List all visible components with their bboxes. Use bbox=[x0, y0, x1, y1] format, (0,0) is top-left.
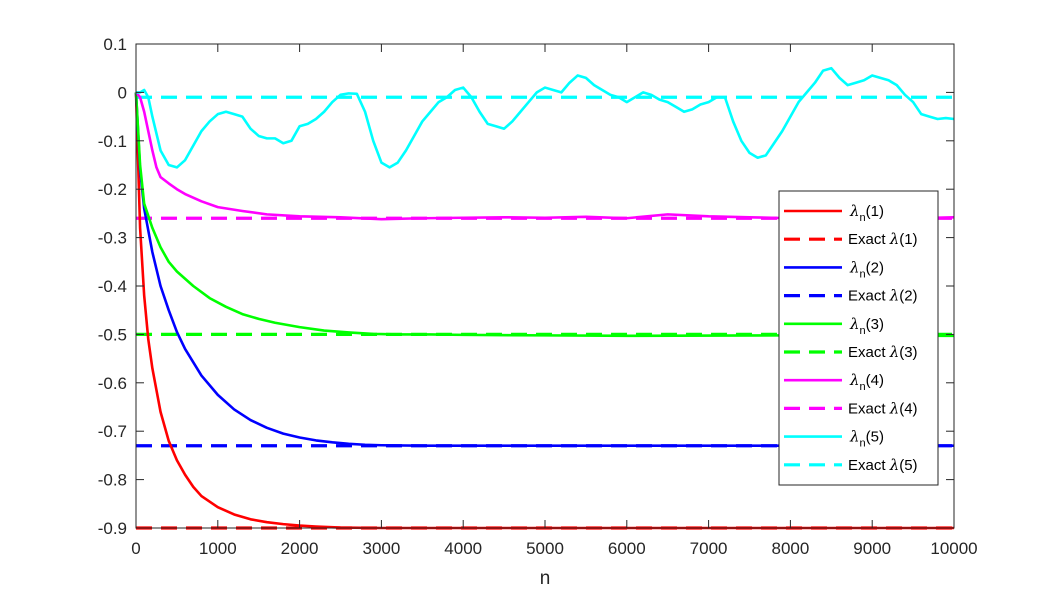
legend: λn(1) Exact λ(1) λn(2) Exact λ(2) λn(3) Exact… bbox=[778, 190, 939, 486]
series-layer bbox=[134, 66, 955, 530]
legend-label-e5: Exact λ(5) bbox=[848, 456, 918, 474]
x-tick-label: 7000 bbox=[690, 539, 728, 558]
series-line-s5 bbox=[136, 66, 955, 169]
x-tick-label: 0 bbox=[131, 539, 140, 558]
x-tick-label: 8000 bbox=[771, 539, 809, 558]
x-tick-label: 3000 bbox=[362, 539, 400, 558]
x-tick-label: 4000 bbox=[444, 539, 482, 558]
y-tick-label: 0 bbox=[118, 83, 127, 102]
y-tick-label: -0.9 bbox=[98, 519, 127, 538]
x-tick-label: 5000 bbox=[526, 539, 564, 558]
tick-layer: 0 1000 2000 3000 4000 5000 6000 7000 8000 9000 100… bbox=[98, 35, 978, 558]
series-line-s3 bbox=[134, 92, 955, 338]
y-tick-label: -0.4 bbox=[98, 277, 127, 296]
legend-label-e3: Exact λ(3) bbox=[848, 343, 918, 361]
x-axis-label: n bbox=[540, 568, 551, 589]
y-tick-label: -0.1 bbox=[98, 132, 127, 151]
y-tick-label: -0.6 bbox=[98, 374, 127, 393]
legend-label-e4: Exact λ(4) bbox=[848, 399, 918, 417]
x-tick-label: 9000 bbox=[853, 539, 891, 558]
legend-label-e1: Exact λ(1) bbox=[848, 230, 918, 248]
y-tick-label: -0.7 bbox=[98, 422, 127, 441]
x-tick-label: 2000 bbox=[281, 539, 319, 558]
y-tick-label: -0.3 bbox=[98, 229, 127, 248]
x-tick-label: 6000 bbox=[608, 539, 646, 558]
legend-items: λn(1) Exact λ(1) λn(2) Exact λ(2) λn(3) Exact… bbox=[784, 202, 918, 474]
series-line-s2 bbox=[134, 92, 954, 448]
y-tick-label: -0.5 bbox=[98, 325, 127, 344]
y-tick-label: -0.2 bbox=[98, 180, 127, 199]
x-tick-label: 10000 bbox=[930, 539, 977, 558]
legend-label-s2: λn(2) bbox=[849, 258, 884, 280]
series-line-s4 bbox=[135, 91, 955, 221]
legend-label-s4: λn(4) bbox=[849, 371, 884, 393]
y-tick-label: -0.8 bbox=[98, 471, 127, 490]
legend-label-s5: λn(5) bbox=[849, 428, 884, 450]
x-tick-label: 1000 bbox=[199, 539, 237, 558]
legend-label-s3: λn(3) bbox=[849, 315, 884, 337]
legend-label-s1: λn(1) bbox=[849, 202, 884, 224]
legend-label-e2: Exact λ(2) bbox=[848, 287, 918, 305]
y-tick-label: 0.1 bbox=[103, 35, 127, 54]
